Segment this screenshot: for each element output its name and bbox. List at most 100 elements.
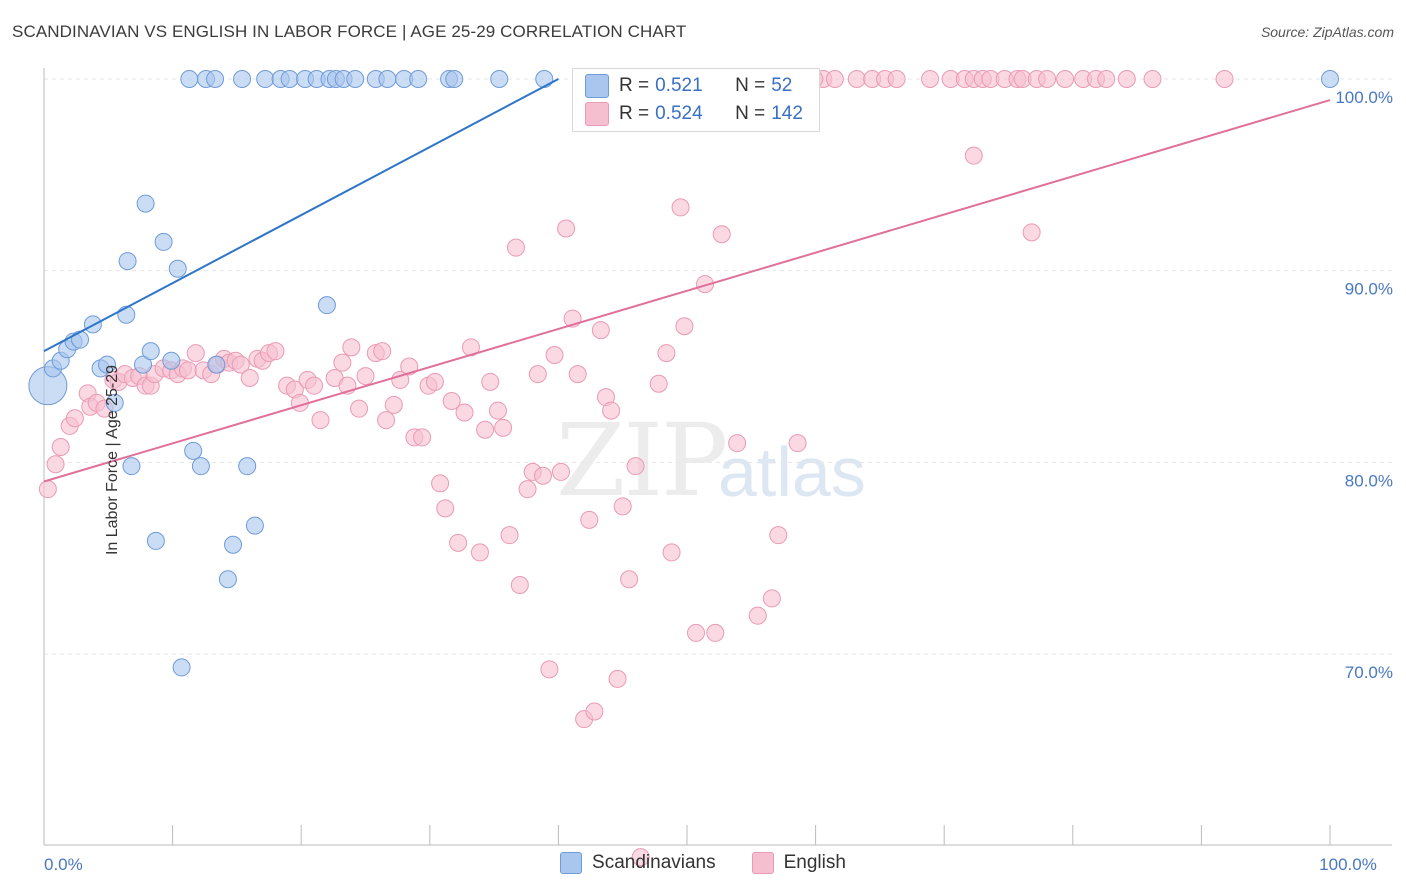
english-point (649, 374, 668, 393)
scandinavian-point (168, 259, 187, 278)
n-value: 142 (771, 103, 803, 124)
scandinavian-point (238, 457, 257, 476)
english-points (38, 70, 1234, 867)
english-point (231, 355, 250, 374)
english-point (494, 418, 513, 437)
english-point (488, 401, 507, 420)
english-point (413, 428, 432, 447)
english-point (762, 589, 781, 608)
y-tick-label: 90.0% (1345, 280, 1393, 299)
legend-item-scandinavians[interactable]: Scandinavians (560, 852, 716, 874)
english-point (266, 342, 285, 361)
english-point (179, 361, 198, 380)
scandinavians-trend-line (43, 78, 559, 353)
legend-row-english: R = 0.524 N = 142 (585, 101, 803, 127)
scandinavian-point (118, 252, 137, 271)
scandinavian-point (207, 355, 226, 374)
english-point (602, 401, 621, 420)
scandinavian-point (206, 70, 225, 88)
axes (43, 68, 1392, 846)
english-point (591, 321, 610, 340)
english-point (305, 376, 324, 395)
english-point (921, 70, 940, 88)
english-point (1215, 70, 1234, 88)
english-point (400, 357, 419, 376)
x-tick-label: 0.0% (44, 855, 83, 874)
english-point (476, 420, 495, 439)
scandinavian-point (224, 535, 243, 554)
legend-label-scandinavians: Scandinavians (592, 852, 716, 873)
x-tick-label: 100.0% (1319, 855, 1377, 874)
english-point (528, 365, 547, 384)
english-point (788, 434, 807, 453)
legend-label-english: English (783, 852, 846, 873)
r-label: R = (619, 75, 650, 96)
english-point (1097, 70, 1116, 88)
english-point (662, 543, 681, 562)
english-point (186, 344, 205, 363)
english-point (887, 70, 906, 88)
english-point (728, 434, 747, 453)
r-value: 0.521 (655, 75, 703, 96)
scandinavian-point (134, 355, 153, 374)
scandinavian-point (445, 70, 464, 88)
english-swatch (751, 852, 774, 874)
english-point (425, 372, 444, 391)
y-tick-label: 70.0% (1345, 663, 1393, 682)
series-legend: Scandinavians English (0, 852, 1406, 874)
english-point (391, 370, 410, 389)
english-point (350, 399, 369, 418)
english-point (311, 411, 330, 430)
scandinavian-point (117, 305, 136, 324)
english-point (506, 238, 525, 257)
english-point (671, 198, 690, 217)
english-point (1056, 70, 1075, 88)
english-point (540, 660, 559, 679)
english-point (964, 146, 983, 165)
english-point (510, 576, 529, 594)
y-tick-label: 80.0% (1345, 471, 1393, 490)
english-point (333, 353, 352, 372)
scandinavian-point (146, 531, 165, 550)
english-point (568, 365, 587, 384)
english-point (442, 392, 461, 410)
scandinavian-point (233, 70, 252, 88)
scandinavian-point (409, 70, 428, 88)
scandinavians-swatch (560, 852, 583, 874)
english-point (518, 480, 537, 499)
scandinavian-point (172, 658, 191, 677)
scandinavian-point (256, 70, 275, 88)
english-point (500, 526, 519, 545)
english-point (620, 570, 639, 589)
scandinavian-point (105, 393, 124, 412)
correlation-legend: R = 0.521 N = 52 R = 0.524 N = 142 (572, 68, 820, 132)
scandinavian-point (162, 351, 181, 370)
legend-item-english[interactable]: English (751, 852, 846, 874)
english-point (687, 623, 706, 642)
scandinavian-point (317, 296, 336, 315)
english-point (545, 346, 564, 364)
english-point (431, 474, 450, 493)
english-point (1143, 70, 1162, 88)
scandinavian-point (184, 441, 203, 460)
english-point (613, 497, 632, 516)
english-point (377, 411, 396, 430)
english-point (1022, 223, 1041, 242)
english-point (608, 669, 627, 688)
english-trend-line (43, 99, 1331, 483)
scandinavian-point (1321, 70, 1339, 88)
english-point (1117, 70, 1136, 88)
scandinavian-point (245, 516, 264, 535)
scandinavian-point (180, 70, 199, 88)
n-value: 52 (771, 75, 793, 96)
scandinavian-point (280, 70, 299, 88)
english-point (557, 219, 576, 238)
english-point (240, 369, 259, 387)
english-point (436, 499, 455, 518)
scandinavian-point (535, 70, 554, 88)
chart-title: SCANDINAVIAN VS ENGLISH IN LABOR FORCE |… (12, 22, 687, 41)
english-point (712, 225, 731, 244)
scandinavian-point (378, 70, 397, 88)
english-point (1038, 70, 1057, 88)
